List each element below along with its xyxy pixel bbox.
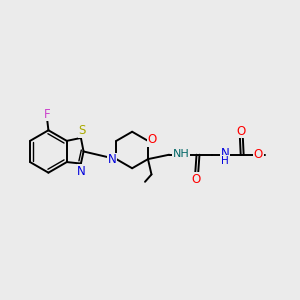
Text: N: N (221, 147, 230, 160)
Text: O: O (148, 134, 157, 146)
Text: O: O (236, 125, 245, 138)
Text: N: N (107, 153, 116, 166)
Text: H: H (221, 156, 229, 166)
Text: O: O (254, 148, 263, 161)
Text: S: S (78, 124, 85, 137)
Text: N: N (77, 165, 86, 178)
Text: NH: NH (172, 148, 189, 158)
Text: F: F (44, 108, 50, 121)
Text: O: O (191, 173, 200, 186)
